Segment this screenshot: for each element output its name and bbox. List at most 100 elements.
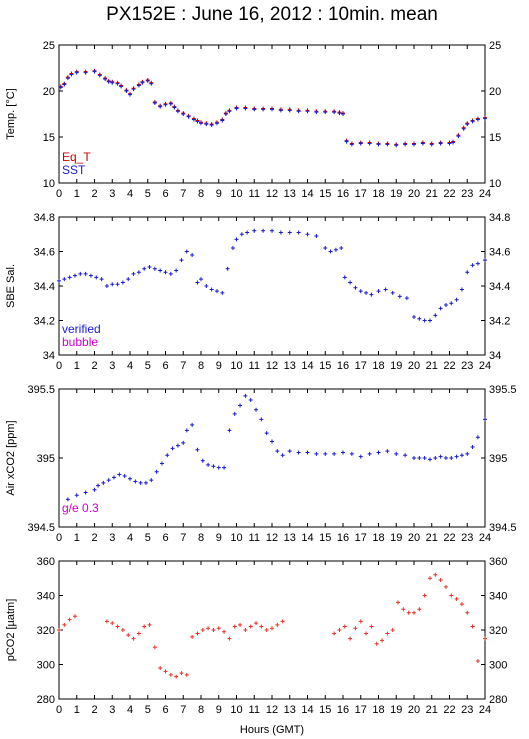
data-point <box>427 576 432 581</box>
data-point <box>69 72 74 77</box>
data-point <box>163 102 168 107</box>
data-point <box>99 277 104 282</box>
data-point <box>314 110 319 115</box>
data-point <box>214 121 219 126</box>
data-point <box>181 440 186 445</box>
data-point <box>349 451 354 456</box>
data-point <box>122 473 127 478</box>
data-point <box>154 469 159 474</box>
data-point <box>280 619 285 624</box>
data-point <box>427 457 432 462</box>
data-point <box>417 607 422 612</box>
x-tick-label: 20 <box>408 360 420 372</box>
data-point <box>225 266 230 271</box>
data-point <box>152 645 157 650</box>
x-tick-label: 12 <box>266 532 278 544</box>
data-point <box>483 258 487 263</box>
y-tick-label-right: 25 <box>489 40 501 52</box>
x-tick-label: 13 <box>284 360 296 372</box>
data-point <box>470 444 475 449</box>
y-tick-label: 340 <box>37 591 55 603</box>
data-point <box>140 80 145 85</box>
data-point <box>261 107 266 112</box>
x-tick-label: 1 <box>74 360 80 372</box>
data-point <box>184 428 189 433</box>
data-point <box>270 439 274 444</box>
legend-entry: verified <box>62 322 101 336</box>
data-point <box>358 141 363 146</box>
data-point <box>449 456 454 460</box>
x-tick-label: 21 <box>426 704 438 716</box>
y-tick-label-right: 34.6 <box>489 247 510 259</box>
data-point <box>433 313 438 318</box>
data-point <box>465 270 470 275</box>
data-point <box>420 141 425 146</box>
x-tick-label: 23 <box>461 360 473 372</box>
y-axis-label: Temp. [°C] <box>5 88 17 139</box>
data-point <box>475 117 480 122</box>
data-point <box>106 79 111 84</box>
y-tick-label: 280 <box>37 694 55 706</box>
data-point <box>243 628 248 632</box>
data-point <box>195 447 200 452</box>
x-tick-label: 5 <box>145 532 151 544</box>
data-point <box>252 228 257 233</box>
data-point <box>96 483 101 488</box>
x-tick-label: 0 <box>56 532 62 544</box>
data-point <box>287 230 292 235</box>
x-tick-label: 17 <box>355 360 367 372</box>
data-point <box>168 672 173 677</box>
data-point <box>184 672 189 677</box>
data-point <box>168 271 173 276</box>
data-point <box>232 411 237 416</box>
data-point <box>275 449 280 454</box>
y-axis-label: SBE Sal. <box>5 264 17 308</box>
x-tick-label: 12 <box>266 188 278 200</box>
y-tick-label-right: 10 <box>489 178 501 190</box>
x-tick-label: 9 <box>216 360 222 372</box>
x-tick-label: 16 <box>337 360 349 372</box>
data-point <box>149 478 154 483</box>
x-tick-label: 3 <box>109 532 115 544</box>
data-point <box>94 275 99 280</box>
x-tick-label: 23 <box>461 188 473 200</box>
y-tick-label: 320 <box>37 625 55 637</box>
data-point <box>417 456 422 460</box>
x-tick-label: 23 <box>461 704 473 716</box>
data-point <box>199 121 203 126</box>
data-point <box>270 107 274 112</box>
x-tick-label: 4 <box>127 532 133 544</box>
data-point <box>58 85 63 90</box>
x-tick-label: 2 <box>91 360 97 372</box>
data-point <box>204 122 209 127</box>
data-point <box>422 456 427 460</box>
x-tick-label: 5 <box>145 188 151 200</box>
data-point <box>145 78 150 83</box>
data-point <box>296 230 301 235</box>
data-point <box>117 472 122 477</box>
data-point <box>128 92 132 97</box>
data-point <box>67 275 72 280</box>
data-point <box>206 462 211 467</box>
data-point <box>88 273 93 278</box>
data-point <box>174 674 179 679</box>
data-point <box>449 593 454 598</box>
x-tick-label: 2 <box>91 188 97 200</box>
data-point <box>454 596 459 601</box>
data-point <box>443 456 448 460</box>
data-point <box>62 82 67 87</box>
data-point <box>456 134 461 139</box>
data-point <box>385 142 390 147</box>
data-point <box>191 117 196 122</box>
data-point <box>341 450 345 455</box>
data-point <box>115 81 120 86</box>
data-point <box>296 109 301 114</box>
x-tick-label: 24 <box>479 532 491 544</box>
x-tick-label: 9 <box>216 704 222 716</box>
data-point <box>158 665 163 670</box>
y-tick-label: 20 <box>43 86 55 98</box>
data-point <box>396 600 401 605</box>
data-point <box>374 641 379 646</box>
data-point <box>364 631 369 636</box>
